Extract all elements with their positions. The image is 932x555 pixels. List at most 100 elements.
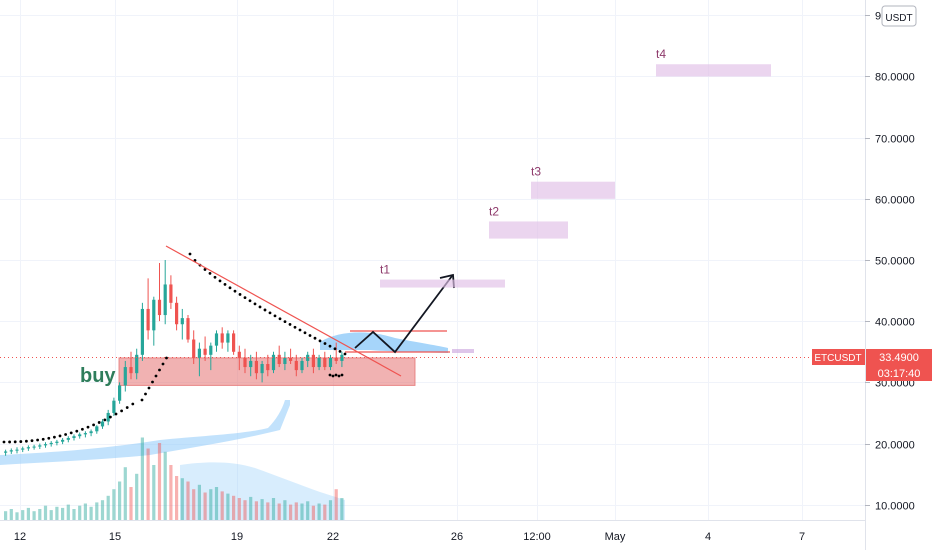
symbol-label: ETCUSDT xyxy=(814,353,861,364)
sar-dot xyxy=(161,362,165,366)
volume-bar xyxy=(334,489,338,520)
trendline xyxy=(165,245,402,377)
sar-dot xyxy=(41,437,45,441)
sar-dot xyxy=(278,317,282,321)
candle xyxy=(289,357,293,361)
sar-dot xyxy=(8,440,12,444)
candle xyxy=(169,284,173,303)
price-axis[interactable]: 10.000020.000030.000040.000050.000060.00… xyxy=(865,11,915,513)
candle xyxy=(323,357,327,368)
time-tick-label: 26 xyxy=(451,531,463,543)
sar-dot xyxy=(228,286,232,290)
candle xyxy=(214,333,219,346)
sar-dot xyxy=(328,344,332,348)
sar-dot xyxy=(253,302,257,306)
candle xyxy=(38,445,42,447)
sar-dot xyxy=(151,380,154,384)
sar-dot xyxy=(75,429,79,433)
currency-badge[interactable]: USDT xyxy=(881,5,917,27)
candle xyxy=(135,354,139,374)
volume-bar xyxy=(323,504,327,520)
candle xyxy=(260,364,264,374)
candle xyxy=(197,348,201,358)
sar-dot xyxy=(58,434,62,438)
volume-bar xyxy=(83,503,87,520)
volume-bar xyxy=(340,498,344,520)
volume-bar xyxy=(186,481,190,520)
candle xyxy=(306,354,310,361)
candle xyxy=(15,449,19,451)
volume-bar xyxy=(180,478,184,520)
sar-dot xyxy=(243,296,247,300)
candle xyxy=(163,284,167,316)
volume-bar xyxy=(214,487,219,520)
volume-bar xyxy=(106,495,110,520)
sar-dot xyxy=(64,433,67,436)
candle xyxy=(9,450,13,452)
time-tick-label: 22 xyxy=(327,531,339,543)
time-axis[interactable]: 12 15 19 22 26 12:00 May 4 7 xyxy=(14,531,805,543)
volume-bar xyxy=(311,505,315,520)
volume-bar xyxy=(140,437,144,520)
volume-bar xyxy=(289,504,293,520)
price-tick-label: 50.0000 xyxy=(875,256,915,268)
candle xyxy=(186,318,190,340)
sar-dot xyxy=(248,299,252,303)
candle xyxy=(152,299,156,331)
candle xyxy=(340,354,344,361)
volume-bar xyxy=(157,443,162,520)
cloud-volume-profile xyxy=(180,462,345,520)
volume-bar xyxy=(232,495,236,520)
sar-dot xyxy=(293,325,297,329)
time-tick-label: 12 xyxy=(14,531,26,543)
candle xyxy=(66,438,70,440)
candle xyxy=(123,367,127,386)
volume-bar xyxy=(61,507,65,520)
candle xyxy=(129,367,133,374)
time-tick-label: 12:00 xyxy=(523,531,551,543)
candle xyxy=(157,299,162,316)
sar-dot xyxy=(334,373,338,377)
volume-bar xyxy=(266,502,270,520)
price-tick-label: 70.0000 xyxy=(875,134,915,146)
sar-dot xyxy=(203,268,207,271)
sar-dot xyxy=(13,440,17,444)
candle xyxy=(21,448,25,450)
candle xyxy=(220,333,224,343)
time-tick-label: 19 xyxy=(231,531,243,543)
trend-drawings xyxy=(165,245,455,377)
volume-bar xyxy=(32,511,36,520)
price-tick-label: 10.0000 xyxy=(875,501,915,513)
candle xyxy=(26,447,30,449)
sar-dot xyxy=(258,305,262,309)
time-tick-label: 15 xyxy=(109,531,121,543)
sar-dot xyxy=(288,323,292,326)
volume-bar xyxy=(260,499,264,520)
candle xyxy=(112,400,116,413)
sar-dot xyxy=(25,439,28,443)
candle xyxy=(203,348,207,355)
volume-bar xyxy=(277,503,281,520)
sar-dot xyxy=(125,406,129,409)
volume-bar xyxy=(328,500,333,520)
grid xyxy=(0,0,865,520)
volume-bar xyxy=(294,502,298,520)
candle xyxy=(249,360,253,368)
candle xyxy=(317,357,321,368)
symbol-tag: ETCUSDT xyxy=(812,349,865,365)
volume-bar xyxy=(306,501,310,520)
sar-dot xyxy=(263,308,267,312)
sar-dot xyxy=(223,283,227,286)
candle xyxy=(89,431,93,434)
sar-dot xyxy=(283,320,287,323)
candle xyxy=(277,354,281,364)
price-tag: 33.4900 03:17:40 xyxy=(866,349,932,381)
candle xyxy=(192,339,196,358)
time-tick-label: 4 xyxy=(705,531,711,543)
volume-bar xyxy=(152,465,156,520)
volume-bar xyxy=(300,503,304,520)
candle xyxy=(175,302,179,325)
candle xyxy=(311,354,315,368)
